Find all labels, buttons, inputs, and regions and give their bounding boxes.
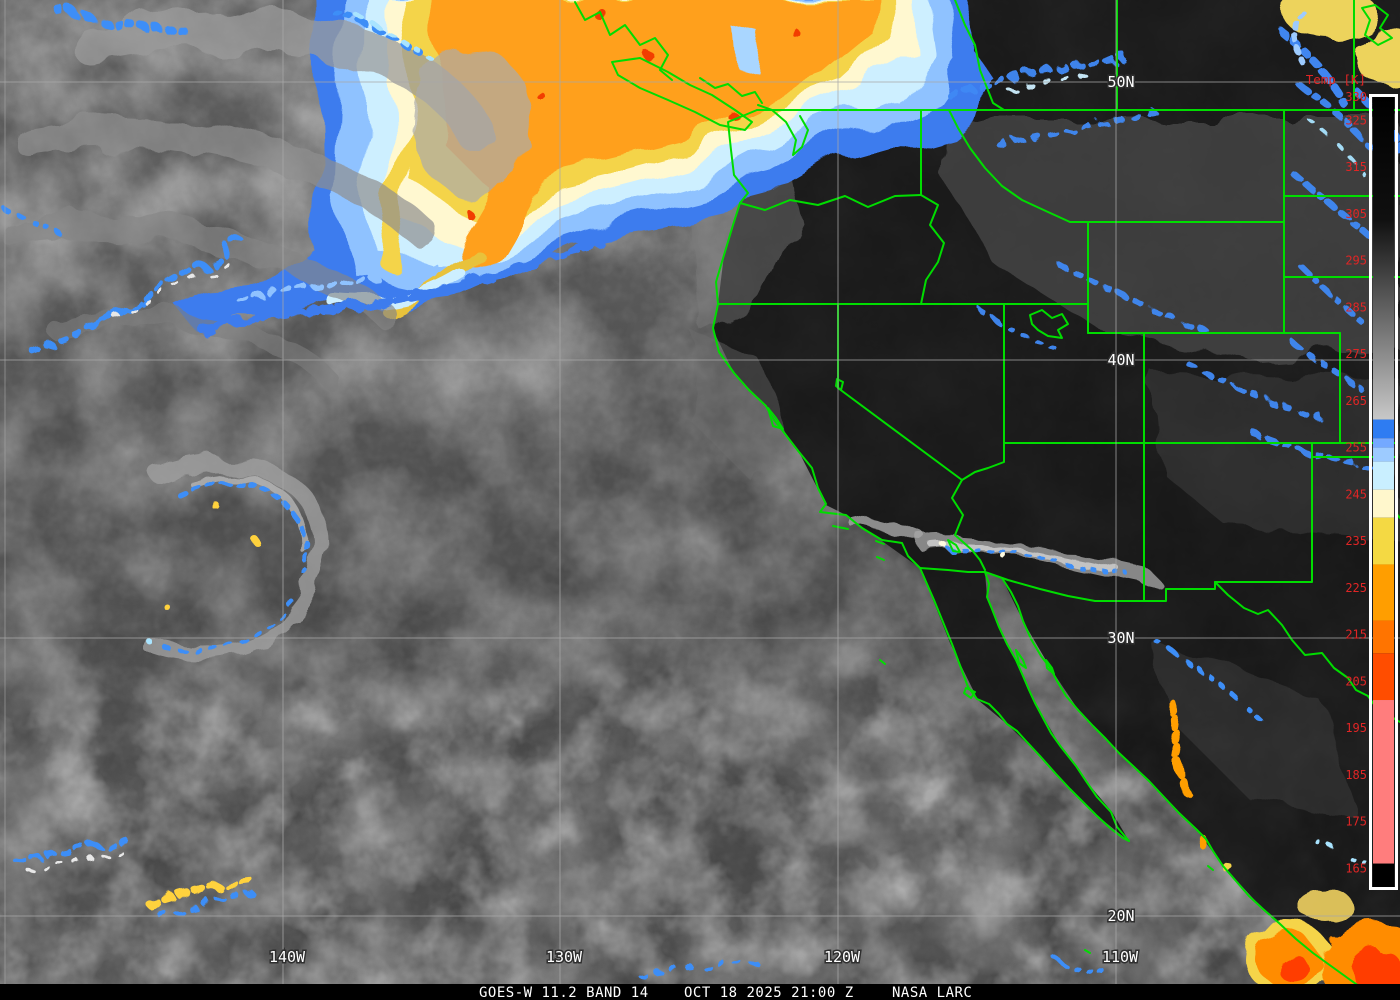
colorbar-tick: 215 xyxy=(1345,628,1367,642)
colorbar-tick: 265 xyxy=(1345,394,1367,408)
colorbar-tick: 245 xyxy=(1345,487,1367,501)
salton-sea xyxy=(947,539,961,553)
colorbar-tick: 185 xyxy=(1345,768,1367,782)
colorbar-tick: 295 xyxy=(1345,254,1367,268)
landmass xyxy=(600,0,1400,1000)
midleft-cloud-arc xyxy=(142,451,332,663)
cyclone-swirl xyxy=(0,4,530,391)
canada-lakes xyxy=(1361,4,1393,46)
sf-bay xyxy=(767,407,784,430)
colorado-river xyxy=(951,479,986,571)
temperature-colorbar: 330 325 315 305 295 285 275 265 255 245 235 225 215 2… xyxy=(1345,90,1398,890)
status-bar: GOES-W 11.2 BAND 14 OCT 18 2025 21:00 Z … xyxy=(0,984,1400,1000)
colorbar-tick: 330 xyxy=(1345,90,1367,104)
georgia-strait xyxy=(699,77,763,104)
lon-label: 130W xyxy=(546,948,583,966)
colorbar-tick: 305 xyxy=(1345,207,1367,221)
colorbar-tick: 165 xyxy=(1345,861,1367,875)
us-mexico-border xyxy=(919,567,1145,602)
lat-label: 50N xyxy=(1107,73,1134,91)
colorbar-tick: 195 xyxy=(1345,721,1367,735)
id-mt-border xyxy=(948,109,1088,223)
guadalupe-island xyxy=(879,659,886,665)
map-borders xyxy=(574,0,1400,1000)
bc-coast xyxy=(574,1,673,81)
baja-east-coast xyxy=(984,571,1130,842)
vancouver-island xyxy=(611,57,753,131)
or-id-border xyxy=(920,194,945,305)
lat-label: 20N xyxy=(1107,907,1134,925)
lat-label: 40N xyxy=(1107,351,1134,369)
colorbar-tick: 175 xyxy=(1345,815,1367,829)
lon-label: 120W xyxy=(824,948,861,966)
lon-label: 140W xyxy=(269,948,306,966)
colorbar-title: Temp [K] xyxy=(1306,72,1366,87)
colorbar-tick: 275 xyxy=(1345,347,1367,361)
colorbar-tick: 225 xyxy=(1345,581,1367,595)
nm-tx-border xyxy=(1214,442,1313,583)
cedros-island xyxy=(963,687,976,699)
timestamp-label: OCT 18 2025 21:00 Z xyxy=(684,985,854,1000)
colorbar-tick: 255 xyxy=(1345,441,1367,455)
channel-islands xyxy=(832,525,885,561)
baja-west-coast xyxy=(919,567,1130,842)
bc-ab-border xyxy=(954,0,1005,111)
colorbar-tick: 235 xyxy=(1345,534,1367,548)
lon-label: 110W xyxy=(1102,948,1139,966)
colorbar-tick: 205 xyxy=(1345,674,1367,688)
blue-speckle-fields xyxy=(946,54,1378,471)
tropical-convection xyxy=(1052,637,1400,1000)
west-coastline xyxy=(712,109,921,569)
wa-or-border xyxy=(739,194,922,211)
colorbar-tick: 315 xyxy=(1345,160,1367,174)
az-nv-border xyxy=(961,442,1005,481)
lake-tahoe xyxy=(835,378,844,391)
nm-bootheel xyxy=(1143,581,1216,602)
colorbar-tick: 285 xyxy=(1345,300,1367,314)
lat-label: 30N xyxy=(1107,629,1134,647)
great-salt-lake xyxy=(1029,309,1069,339)
bottomleft-speckles xyxy=(15,839,758,978)
sonora-coastline xyxy=(1001,577,1377,1000)
credit-label: NASA LARC xyxy=(892,985,973,1000)
puget-sound xyxy=(757,104,809,156)
colorbar-tick: 325 xyxy=(1345,113,1367,127)
cold-mass-fringe xyxy=(200,239,605,337)
coastal-dot xyxy=(1084,865,1214,954)
product-label: GOES-W 11.2 BAND 14 xyxy=(479,985,649,1000)
